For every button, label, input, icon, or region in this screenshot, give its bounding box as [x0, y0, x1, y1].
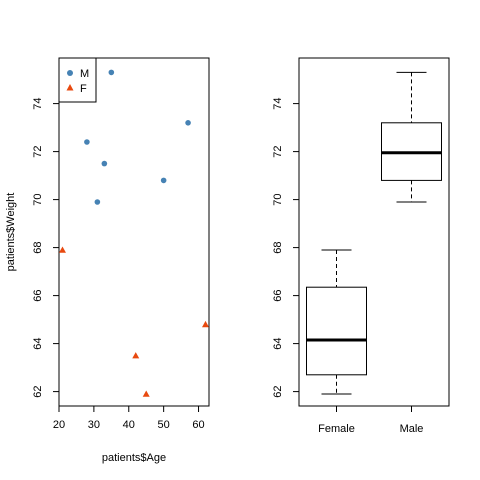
y-tick-label: 70 [272, 193, 284, 205]
legend-marker-f [66, 84, 74, 91]
box-x-axis: Female Male [318, 406, 423, 435]
y-tick-label: 68 [32, 241, 44, 253]
box-male [381, 71, 442, 203]
scatter-point-f [58, 246, 66, 253]
box-y-axis: 62 64 66 68 70 72 74 [272, 97, 299, 398]
scatter-x-axis-title: patients$Age [102, 452, 166, 464]
scatter-plot-panel: 20 30 40 50 60 62 64 66 68 70 72 74 patients$Age p… [5, 57, 210, 464]
scatter-point-m [108, 69, 115, 76]
x-tick-label: 20 [53, 419, 65, 431]
y-tick-label: 72 [32, 145, 44, 157]
box-plot-boxes [306, 71, 442, 395]
scatter-plot-frame [58, 57, 210, 407]
box-female [306, 249, 367, 395]
x-tick-label: 50 [158, 419, 170, 431]
x-tick-label: 30 [88, 419, 100, 431]
scatter-point-f [132, 352, 140, 359]
box-plot-panel: 62 64 66 68 70 72 74 Female Male [272, 57, 450, 435]
y-tick-label: 70 [32, 193, 44, 205]
scatter-point-m [101, 160, 108, 167]
scatter-x-axis: 20 30 40 50 60 [53, 406, 205, 431]
x-tick-label: Male [400, 423, 424, 435]
x-tick-label: 60 [192, 419, 204, 431]
scatter-point-m [185, 120, 191, 126]
scatter-point-m [94, 199, 101, 205]
y-tick-label: 64 [32, 337, 44, 349]
scatter-point-f [202, 320, 210, 328]
x-tick-label: Female [318, 423, 355, 435]
legend-box [58, 57, 97, 103]
x-tick-label: 40 [123, 419, 135, 431]
legend-marker-m [67, 70, 73, 76]
y-tick-label: 64 [272, 337, 284, 349]
legend-label-f: F [80, 83, 87, 95]
y-tick-label: 62 [272, 385, 284, 397]
scatter-point-m [160, 177, 167, 184]
y-tick-label: 74 [272, 97, 284, 109]
scatter-point-f [142, 390, 150, 397]
scatter-y-axis: 62 64 66 68 70 72 74 [32, 97, 59, 398]
y-tick-label: 66 [272, 289, 284, 301]
scatter-point-m [84, 139, 90, 145]
iqr-box [306, 286, 367, 376]
y-tick-label: 74 [32, 97, 44, 109]
box-plot-frame [298, 57, 450, 407]
y-tick-label: 66 [32, 289, 44, 301]
y-tick-label: 68 [272, 241, 284, 253]
scatter-y-axis-title: patients$Weight [5, 193, 17, 272]
legend-label-m: M [80, 68, 89, 80]
y-tick-label: 72 [272, 145, 284, 157]
scatter-points [58, 69, 210, 397]
y-tick-label: 62 [32, 385, 44, 397]
scatter-legend: M F [58, 57, 97, 103]
